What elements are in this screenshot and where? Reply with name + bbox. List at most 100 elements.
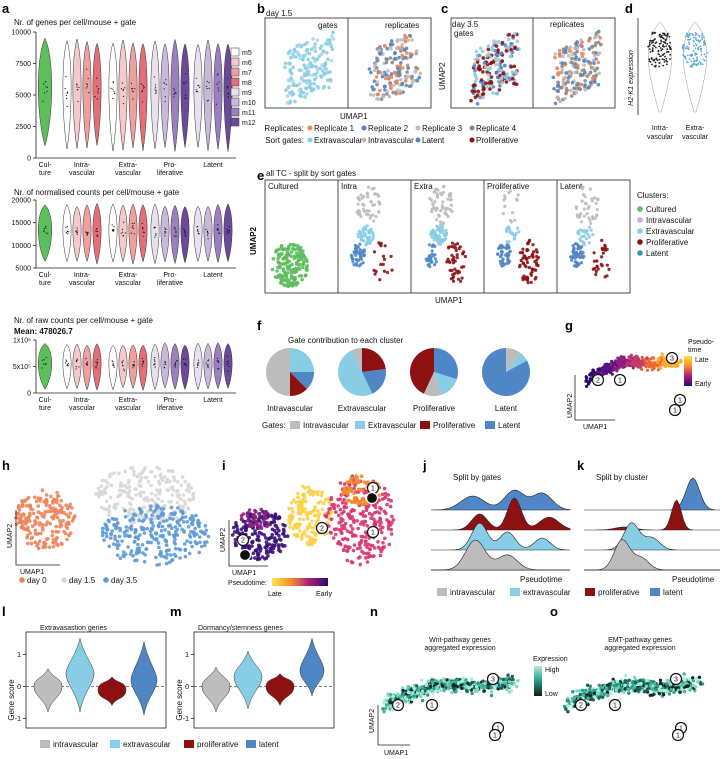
h-day3-5-point [132,540,137,544]
e-cluster-point [521,278,525,282]
a2-violin-point [207,234,209,236]
i-late-point [264,540,269,544]
b-replicates-point [415,78,420,83]
i-late-point [257,543,261,548]
i-node-label: 1 [370,496,374,503]
c-left-title: gates [454,29,474,38]
e-cluster-point [453,243,457,247]
h-day0-point [56,494,60,499]
h-day3-5-point [181,511,185,516]
a2-violin-point [67,233,69,235]
c-gates-point [503,63,507,68]
d-point [664,55,666,58]
e-cultured-point [290,262,294,267]
b-gates-point [322,84,327,89]
h-day1-5-point [183,502,188,506]
h-day1-5-point [132,472,136,477]
e-cluster-point [510,232,514,236]
i-early-point [316,513,320,517]
n-point [470,691,474,696]
b-replicates-point [398,91,402,96]
c-gates-point [476,89,481,94]
e-cluster-point [595,259,599,263]
e-cluster-point [516,193,520,197]
a3-tick-label: 1x10⁶ [13,338,31,345]
a3-violin-point [75,366,77,368]
h-day3-5-point [159,512,164,517]
i-early-point [290,506,294,511]
i-late-point [243,528,248,533]
e-cluster-point [433,257,437,261]
h-day0-point [59,507,64,512]
i-mid2-point [349,530,354,535]
e-cluster-point [442,185,446,189]
a2-violin [160,205,170,263]
e-legend-swatch [637,250,643,256]
i-early-point [313,490,318,495]
i-orange-point [366,480,370,484]
i-early-point [312,509,316,513]
h-day1-5-point [188,486,193,490]
a1-violin-point [163,82,165,84]
a3-violin-point [112,361,114,363]
i-mid2-point [383,491,388,496]
h-day1-5-point [152,517,157,521]
b-gates-point [303,95,307,99]
a2-violin-point [185,235,187,237]
i-orange-point [377,493,381,498]
g-point [603,362,607,366]
a2-violin-point [164,232,166,234]
g-point [612,361,617,366]
c-replicates-point [563,75,567,80]
i-late-point [280,542,284,547]
i-node-circle [238,548,252,562]
e-cluster-point [362,234,366,238]
n-point [440,684,445,688]
e-cultured-point [277,261,281,265]
c-gates-point [469,98,473,103]
a1-violin-point [43,92,46,94]
panel-letter-k: k [577,458,585,473]
a1-violin-point [195,90,197,93]
a1-violin-point [132,98,134,100]
e-cultured-point [301,249,305,253]
b-gates-point [313,42,318,46]
a1-violin-point [87,77,89,80]
h-day3-5-point [142,531,147,535]
e-cluster-point [427,258,431,262]
n-point [515,684,519,689]
i-mid2-point [330,503,334,507]
c-gates-point [489,75,494,79]
h-day0-point [14,511,19,516]
e-cluster-point [440,204,444,208]
d-point [701,34,704,37]
c-gates-point [491,85,496,89]
a-legend-swatch-m6 [230,57,240,67]
e-cultured-point [297,247,302,252]
a3-violin-point [95,366,97,368]
a1-violin-point [140,83,142,85]
a3-violin-point [142,362,144,364]
h-day1-5-point [160,478,165,483]
a3-group-label: vascular [115,405,142,412]
h-day1-5-point [120,484,124,488]
i-mid2-point [371,517,376,521]
i-late-point [253,531,258,536]
i-mid2-point [369,516,373,521]
n-point [459,683,463,687]
n-ylabel: UMAP2 [369,709,376,733]
a2-violin-point [174,235,176,237]
f-legend-swatch [420,421,430,429]
a2-group-label: Latent [203,272,223,279]
n-point [439,687,443,691]
a3-violin-point [154,364,156,366]
i-early-point [289,501,294,505]
h-day0-point [54,498,59,502]
g-node-label: 3 [670,356,674,363]
g-point [640,367,644,371]
h-day1-5-point [171,469,175,474]
e-cluster-point [600,264,604,268]
e-facet-label: Extra [414,182,433,191]
g-point [590,371,594,375]
j-ridge-proliferative [431,497,571,531]
